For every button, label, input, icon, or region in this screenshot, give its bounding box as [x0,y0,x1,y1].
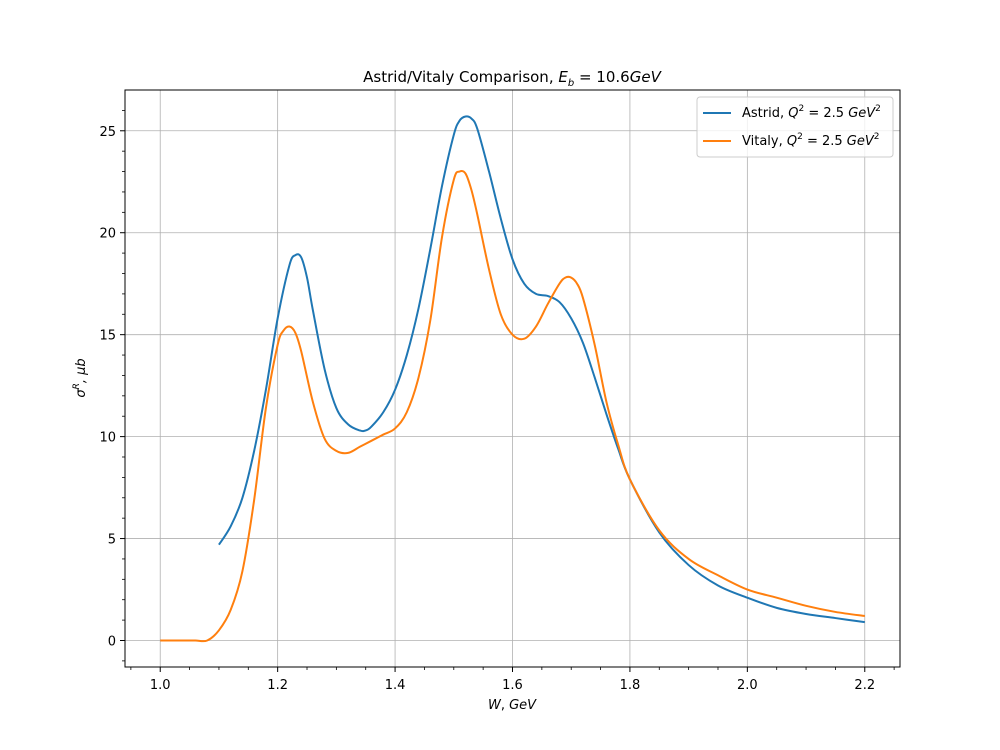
y-tick-label: 0 [108,634,116,649]
legend-label-astrid: Astrid, Q2 = 2.5 GeV2 [742,104,881,121]
x-tick-label: 1.2 [267,678,288,693]
x-tick-label: 1.6 [502,678,523,693]
y-tick-label: 5 [108,533,116,548]
x-tick-label: 1.4 [385,678,406,693]
y-tick-label: 15 [99,329,116,344]
legend-label-vitaly: Vitaly, Q2 = 2.5 GeV2 [742,132,880,149]
y-tick-label: 10 [99,431,116,446]
legend-box [696,96,894,158]
legend: Astrid, Q2 = 2.5 GeV2 Vitaly, Q2 = 2.5 G… [696,96,894,158]
y-tick-label: 20 [99,227,116,242]
x-tick-label: 2.0 [737,678,758,693]
x-tick-label: 1.0 [150,678,171,693]
y-axis: 0 5 10 15 20 25 [99,109,125,662]
chart-title: Astrid/Vitaly Comparison, Eb = 10.6GeV [363,68,662,89]
x-axis-label: W, GeV [488,698,537,713]
y-axis-label: σR, μb [72,358,89,397]
series-layer [160,115,865,643]
series-line-vitaly [160,169,865,643]
x-tick-label: 1.8 [620,678,641,693]
y-tick-label: 25 [99,125,116,140]
x-axis: 1.0 1.2 1.4 1.6 1.8 2.0 2.2 [130,667,895,693]
x-tick-label: 2.2 [854,678,875,693]
